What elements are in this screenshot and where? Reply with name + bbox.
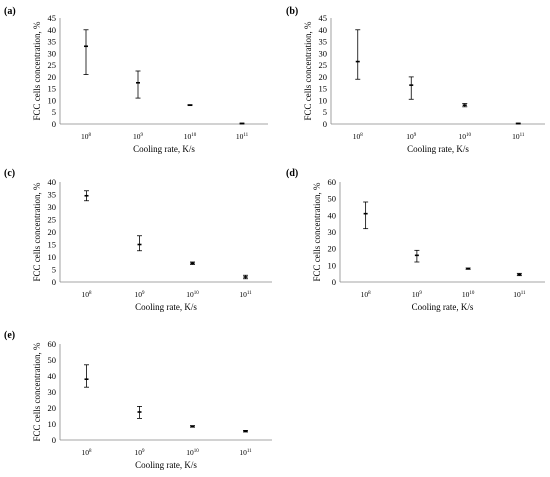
y-tick-label: 30	[319, 48, 328, 58]
x-tick-label: 1010	[186, 290, 199, 299]
y-tick-label: 40	[48, 177, 57, 187]
y-axis-title: FCC cells concentration, %	[32, 182, 42, 281]
x-axis-title: Cooling rate, K/s	[135, 460, 197, 470]
chart-panel-d: (d) 0 10 20 30 40 50 60 108 109 1010 1011 FCC cells …	[286, 168, 545, 312]
y-tick-label: 10	[48, 419, 57, 429]
panel-label: (a)	[4, 6, 16, 17]
y-tick-label: 30	[48, 387, 57, 397]
x-tick-label: 1011	[513, 290, 526, 299]
y-tick-label: 0	[52, 435, 56, 445]
y-tick-label: 0	[323, 119, 327, 129]
y-tick-label: 50	[48, 355, 57, 365]
chart-panel-c: (c) 0 5 10 15 20 25 30 35 40 108 109 1010 1011 FCC cel…	[4, 168, 272, 312]
x-tick-label: 1011	[239, 448, 252, 457]
x-tick-label: 109	[135, 448, 146, 457]
y-tick-label: 50	[328, 194, 337, 204]
x-tick-label: 1011	[512, 132, 525, 141]
x-tick-label: 1011	[239, 290, 252, 299]
y-tick-label: 25	[48, 60, 57, 70]
x-axis-title: Cooling rate, K/s	[135, 302, 197, 312]
y-tick-label: 30	[48, 202, 57, 212]
y-tick-label: 20	[48, 227, 57, 237]
panel-label: (e)	[4, 330, 15, 341]
x-tick-label: 1010	[186, 448, 199, 457]
y-tick-label: 0	[52, 277, 56, 287]
y-tick-label: 20	[319, 72, 328, 82]
x-tick-label: 1010	[462, 290, 475, 299]
x-tick-label: 108	[353, 132, 364, 141]
y-tick-label: 5	[323, 107, 327, 117]
y-tick-label: 5	[52, 265, 56, 275]
x-tick-label: 1010	[459, 132, 472, 141]
x-axis-title: Cooling rate, K/s	[412, 302, 474, 312]
y-tick-label: 40	[48, 371, 57, 381]
y-tick-label: 40	[48, 25, 57, 35]
x-tick-label: 109	[133, 132, 144, 141]
x-tick-label: 109	[412, 290, 423, 299]
y-axis-title: FCC cells concentration, %	[32, 342, 42, 441]
y-axis-title: FCC cells concentration, %	[312, 182, 322, 281]
y-tick-label: 0	[52, 119, 56, 129]
y-tick-label: 30	[48, 48, 57, 58]
y-tick-label: 20	[328, 244, 337, 254]
chart-panel-e: (e) 0 10 20 30 40 50 60 108 109 1010 1011 FCC cells …	[4, 330, 272, 470]
y-tick-label: 15	[319, 84, 328, 94]
y-tick-label: 5	[52, 107, 56, 117]
panel-label: (d)	[286, 168, 298, 179]
x-tick-label: 1010	[184, 132, 197, 141]
x-tick-label: 108	[82, 290, 93, 299]
y-tick-label: 10	[328, 260, 337, 270]
x-axis-title: Cooling rate, K/s	[407, 144, 469, 154]
y-tick-label: 20	[48, 72, 57, 82]
y-tick-label: 25	[319, 60, 328, 70]
y-tick-label: 15	[48, 84, 57, 94]
x-axis-title: Cooling rate, K/s	[133, 144, 195, 154]
x-tick-label: 109	[135, 290, 146, 299]
y-tick-label: 35	[48, 37, 57, 47]
y-tick-label: 10	[48, 252, 57, 262]
panel-label: (c)	[4, 168, 15, 179]
y-tick-label: 10	[48, 95, 57, 105]
x-tick-label: 108	[361, 290, 372, 299]
y-tick-label: 60	[48, 339, 57, 349]
y-tick-label: 20	[48, 403, 57, 413]
panel-label: (b)	[286, 6, 298, 17]
x-tick-label: 108	[82, 448, 93, 457]
y-tick-label: 0	[332, 277, 336, 287]
x-tick-label: 109	[406, 132, 417, 141]
y-axis-title: FCC cells concentration, %	[303, 21, 313, 120]
y-tick-label: 45	[48, 13, 57, 23]
y-tick-label: 25	[48, 215, 57, 225]
x-tick-label: 108	[81, 132, 92, 141]
y-tick-label: 30	[328, 227, 337, 237]
y-tick-label: 40	[328, 210, 337, 220]
y-tick-label: 45	[319, 13, 328, 23]
y-tick-label: 35	[48, 190, 57, 200]
y-tick-label: 60	[328, 177, 337, 187]
y-tick-label: 40	[319, 25, 328, 35]
y-tick-label: 15	[48, 240, 57, 250]
y-tick-label: 35	[319, 37, 328, 47]
y-axis-title: FCC cells concentration, %	[32, 21, 42, 120]
y-tick-label: 10	[319, 95, 328, 105]
x-tick-label: 1011	[236, 132, 249, 141]
